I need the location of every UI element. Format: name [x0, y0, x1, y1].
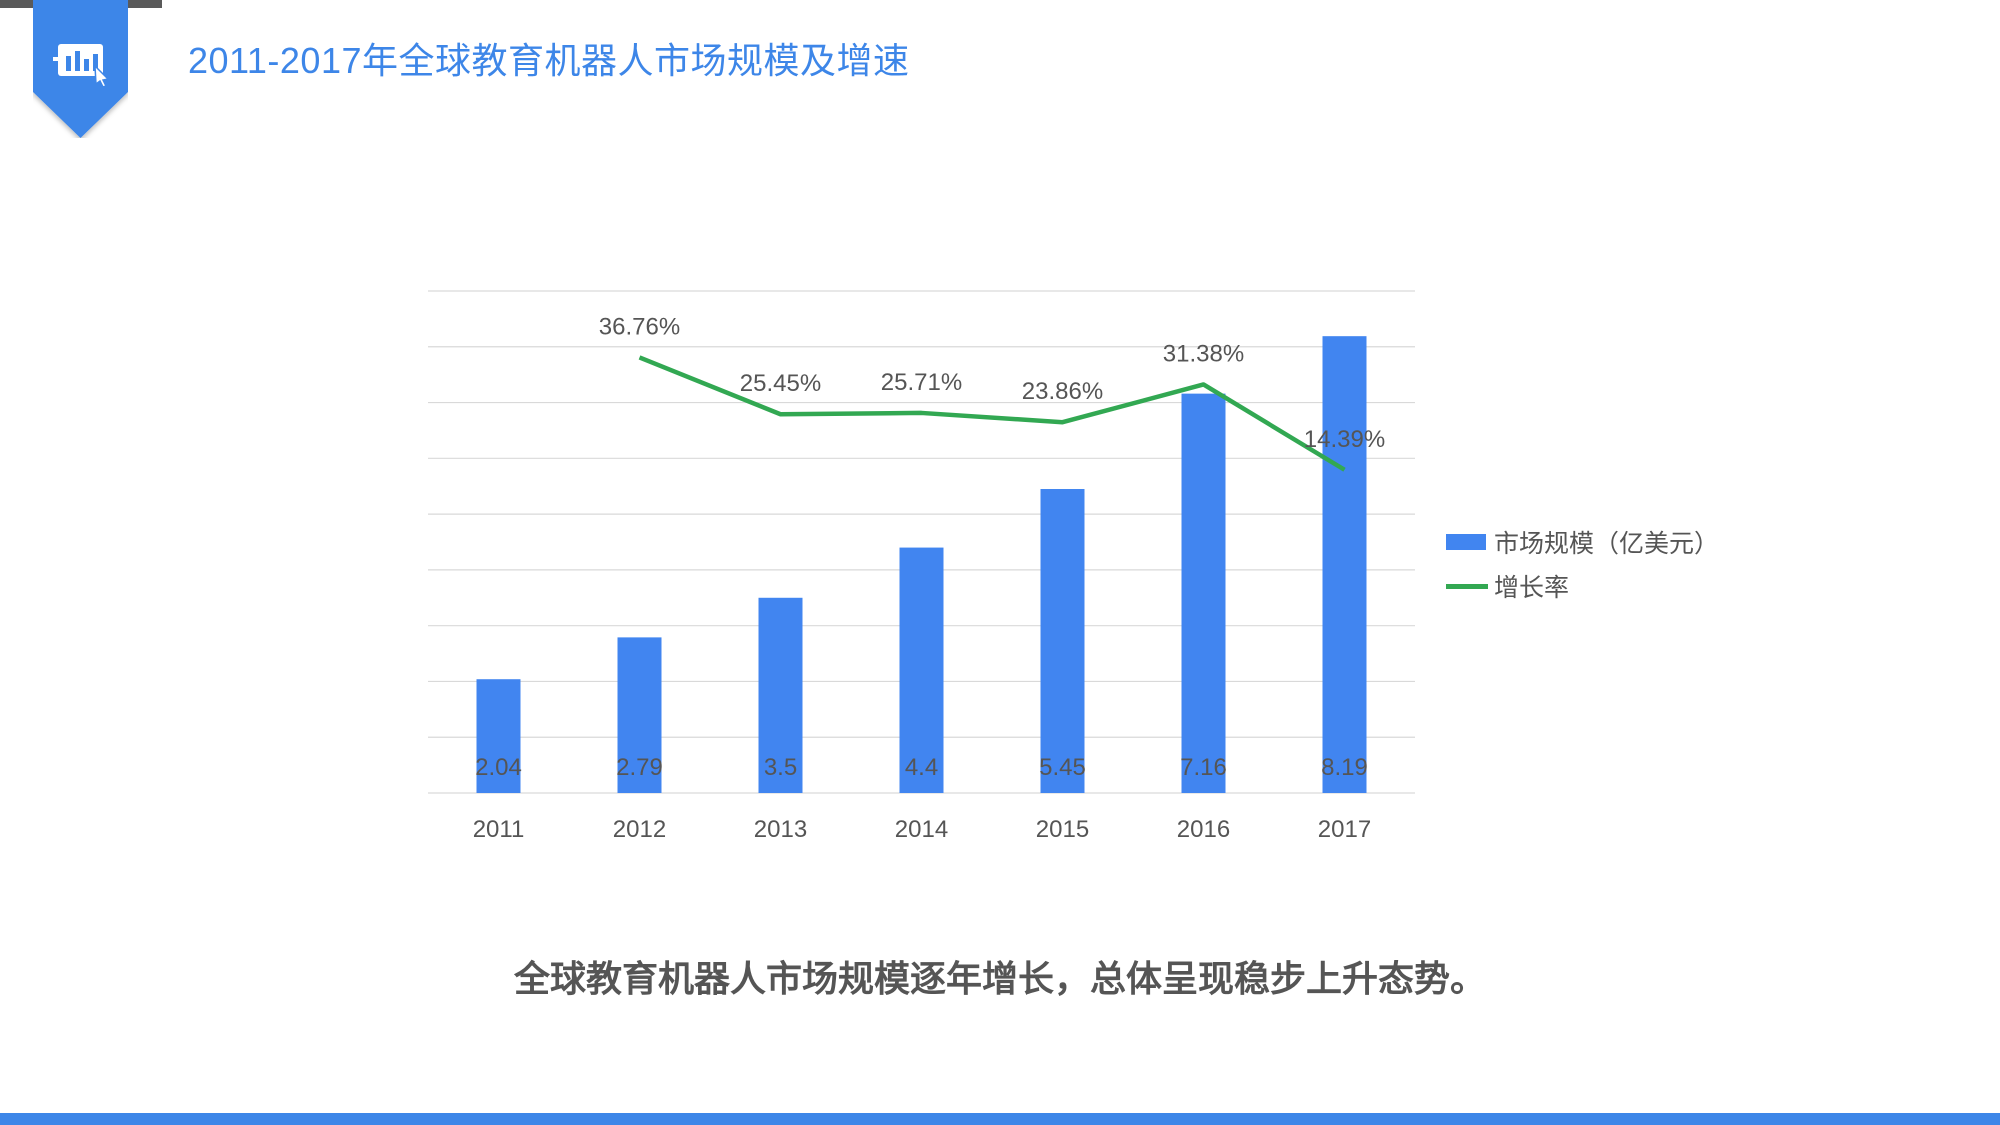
growth-value-label: 14.39%: [1304, 426, 1385, 453]
x-tick-label: 2011: [473, 816, 525, 843]
bar-value-label: 5.45: [1039, 754, 1086, 781]
line-series: [638, 355, 1346, 472]
bar-value-label: 2.04: [475, 754, 522, 781]
chart-legend: 市场规模（亿美元） 增长率: [1446, 520, 1719, 608]
bar-series: [476, 336, 1367, 793]
x-tick-label: 2014: [895, 816, 948, 843]
page-title: 2011-2017年全球教育机器人市场规模及增速: [188, 40, 910, 81]
x-tick-label: 2013: [754, 816, 807, 843]
bar-value-label: 4.4: [905, 754, 938, 781]
bar-value-label: 2.79: [616, 754, 663, 781]
growth-value-label: 36.76%: [599, 313, 680, 340]
legend-item-growth-rate: 增长率: [1446, 564, 1719, 608]
grid-lines: [428, 290, 1415, 794]
legend-label-growth-rate: 增长率: [1494, 574, 1570, 602]
growth-rate-line: [638, 355, 1346, 472]
chart-presentation-icon: [33, 0, 128, 138]
bar: [617, 637, 662, 793]
growth-value-label: 31.38%: [1163, 340, 1244, 367]
bar: [899, 547, 944, 793]
bar-value-label: 3.5: [764, 754, 797, 781]
legend-line-swatch: [1446, 583, 1488, 589]
bar: [758, 597, 803, 793]
x-tick-label: 2012: [613, 816, 666, 843]
x-axis-ticks: 2011 2012 2013 2014 2015 2016 2017: [473, 816, 1372, 843]
growth-value-label: 25.71%: [881, 369, 962, 396]
legend-item-market-size: 市场规模（亿美元）: [1446, 520, 1719, 564]
bottom-accent-bar: [0, 1113, 2000, 1125]
bar: [476, 679, 521, 793]
x-tick-label: 2016: [1177, 816, 1230, 843]
summary-text: 全球教育机器人市场规模逐年增长，总体呈现稳步上升态势。: [513, 958, 1486, 999]
bar-value-label: 7.16: [1180, 754, 1227, 781]
growth-value-label: 25.45%: [740, 370, 821, 397]
data-labels: 2.04 2.79 3.5 4.4 5.45 7.16 8.19 36.76% 25.45% 25…: [475, 313, 1385, 781]
growth-value-label: 23.86%: [1022, 378, 1103, 405]
legend-bar-swatch: [1446, 534, 1486, 550]
bar: [1322, 336, 1367, 793]
bar: [1040, 489, 1085, 793]
bar: [1181, 393, 1226, 793]
market-size-chart: 2.04 2.79 3.5 4.4 5.45 7.16 8.19 36.76% 25.45% 25…: [428, 290, 1415, 843]
bar-value-label: 8.19: [1321, 754, 1368, 781]
x-tick-label: 2017: [1318, 816, 1371, 843]
x-tick-label: 2015: [1036, 816, 1089, 843]
legend-label-market-size: 市场规模（亿美元）: [1494, 530, 1720, 558]
